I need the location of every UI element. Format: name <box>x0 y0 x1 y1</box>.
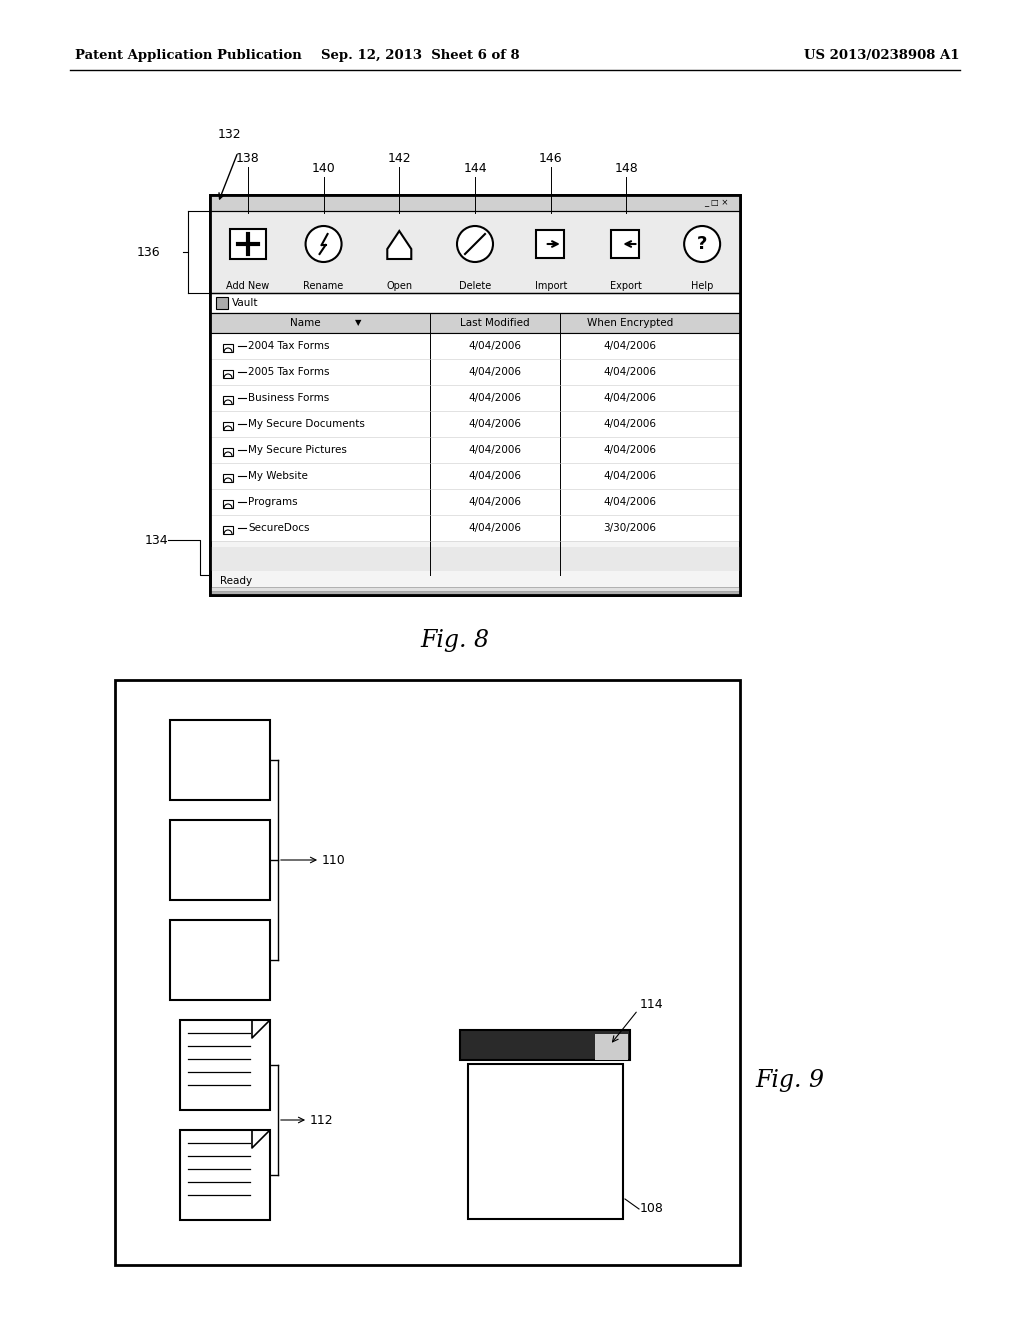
Bar <box>595 1034 628 1060</box>
Bar <box>223 500 233 508</box>
Text: Sep. 12, 2013  Sheet 6 of 8: Sep. 12, 2013 Sheet 6 of 8 <box>321 49 519 62</box>
Bar <box>210 591 740 595</box>
Text: Help: Help <box>691 281 714 290</box>
Polygon shape <box>387 231 412 259</box>
Bar <box>210 411 740 437</box>
Text: 4/04/2006: 4/04/2006 <box>603 471 656 480</box>
Bar <box>115 680 740 1265</box>
Text: Vault: Vault <box>232 298 258 308</box>
Circle shape <box>305 226 342 261</box>
Bar <box>210 333 740 359</box>
Text: 114: 114 <box>640 998 664 1011</box>
Bar <box>210 385 740 411</box>
Text: 112: 112 <box>310 1114 334 1126</box>
Text: 4/04/2006: 4/04/2006 <box>603 341 656 351</box>
Text: 2004 Tax Forms: 2004 Tax Forms <box>248 341 330 351</box>
Bar <box>229 228 266 259</box>
Text: Open: Open <box>386 281 413 290</box>
Text: Programs: Programs <box>248 498 298 507</box>
Text: 4/04/2006: 4/04/2006 <box>469 498 521 507</box>
Bar <box>210 195 740 211</box>
Bar <box>180 1130 270 1220</box>
Bar <box>210 211 740 293</box>
Bar <box>223 525 233 535</box>
Bar <box>180 1020 270 1110</box>
Text: SecureDocs: SecureDocs <box>248 523 309 533</box>
Bar <box>210 463 740 488</box>
Circle shape <box>457 226 493 261</box>
Text: Rename: Rename <box>303 281 344 290</box>
Bar <box>210 546 740 572</box>
Text: Import: Import <box>535 281 567 290</box>
Bar <box>210 587 740 591</box>
Text: 4/04/2006: 4/04/2006 <box>469 445 521 455</box>
Text: 4/04/2006: 4/04/2006 <box>469 393 521 403</box>
Text: 136: 136 <box>136 246 160 259</box>
Bar <box>216 297 228 309</box>
Bar <box>210 437 740 463</box>
Text: 4/04/2006: 4/04/2006 <box>603 445 656 455</box>
Text: 2005 Tax Forms: 2005 Tax Forms <box>248 367 330 378</box>
Bar <box>170 920 270 1001</box>
Bar <box>460 1030 630 1060</box>
Bar <box>170 719 270 800</box>
Bar <box>223 422 233 430</box>
Text: 110: 110 <box>322 854 346 866</box>
Text: 132: 132 <box>218 128 242 141</box>
Text: My Secure Documents: My Secure Documents <box>248 418 365 429</box>
Text: When Encrypted: When Encrypted <box>587 318 673 327</box>
Text: 134: 134 <box>145 533 169 546</box>
Bar <box>468 1064 623 1218</box>
Text: Last Modified: Last Modified <box>460 318 529 327</box>
Text: Business Forms: Business Forms <box>248 393 330 403</box>
Bar <box>210 488 740 515</box>
Text: Export: Export <box>610 281 642 290</box>
Bar <box>223 396 233 404</box>
Circle shape <box>684 226 720 261</box>
Text: 138: 138 <box>236 152 260 165</box>
Bar <box>210 313 740 333</box>
Bar <box>210 515 740 541</box>
Bar <box>210 359 740 385</box>
Text: ?: ? <box>697 235 708 253</box>
Text: My Website: My Website <box>248 471 308 480</box>
Text: 4/04/2006: 4/04/2006 <box>603 498 656 507</box>
Text: 142: 142 <box>387 152 411 165</box>
Text: 4/04/2006: 4/04/2006 <box>469 341 521 351</box>
Text: Patent Application Publication: Patent Application Publication <box>75 49 302 62</box>
Bar <box>223 447 233 455</box>
Text: ▼: ▼ <box>355 318 361 327</box>
Bar <box>536 230 564 257</box>
Bar <box>210 195 740 595</box>
Text: 4/04/2006: 4/04/2006 <box>603 393 656 403</box>
Text: Name: Name <box>290 318 321 327</box>
Bar <box>170 820 270 900</box>
Bar <box>223 474 233 482</box>
Text: 4/04/2006: 4/04/2006 <box>469 523 521 533</box>
Text: Fig. 8: Fig. 8 <box>421 628 489 652</box>
Text: Delete: Delete <box>459 281 492 290</box>
Text: 4/04/2006: 4/04/2006 <box>603 418 656 429</box>
Text: Fig. 9: Fig. 9 <box>756 1068 824 1092</box>
Text: 146: 146 <box>539 152 562 165</box>
Text: 144: 144 <box>463 162 486 176</box>
Bar <box>210 293 740 313</box>
Text: 4/04/2006: 4/04/2006 <box>469 471 521 480</box>
Text: 4/04/2006: 4/04/2006 <box>469 367 521 378</box>
Bar <box>210 195 740 595</box>
Text: 4/04/2006: 4/04/2006 <box>469 418 521 429</box>
Text: 140: 140 <box>311 162 336 176</box>
Text: My Secure Pictures: My Secure Pictures <box>248 445 347 455</box>
Text: 148: 148 <box>614 162 638 176</box>
Bar <box>611 230 639 257</box>
Text: Add New: Add New <box>226 281 269 290</box>
Text: _ □ ×: _ □ × <box>703 198 728 207</box>
Text: Ready: Ready <box>220 576 252 586</box>
Text: 4/04/2006: 4/04/2006 <box>603 367 656 378</box>
Bar <box>223 370 233 378</box>
Text: 108: 108 <box>640 1203 664 1216</box>
Bar <box>223 345 233 352</box>
Text: 3/30/2006: 3/30/2006 <box>603 523 656 533</box>
Text: US 2013/0238908 A1: US 2013/0238908 A1 <box>805 49 961 62</box>
